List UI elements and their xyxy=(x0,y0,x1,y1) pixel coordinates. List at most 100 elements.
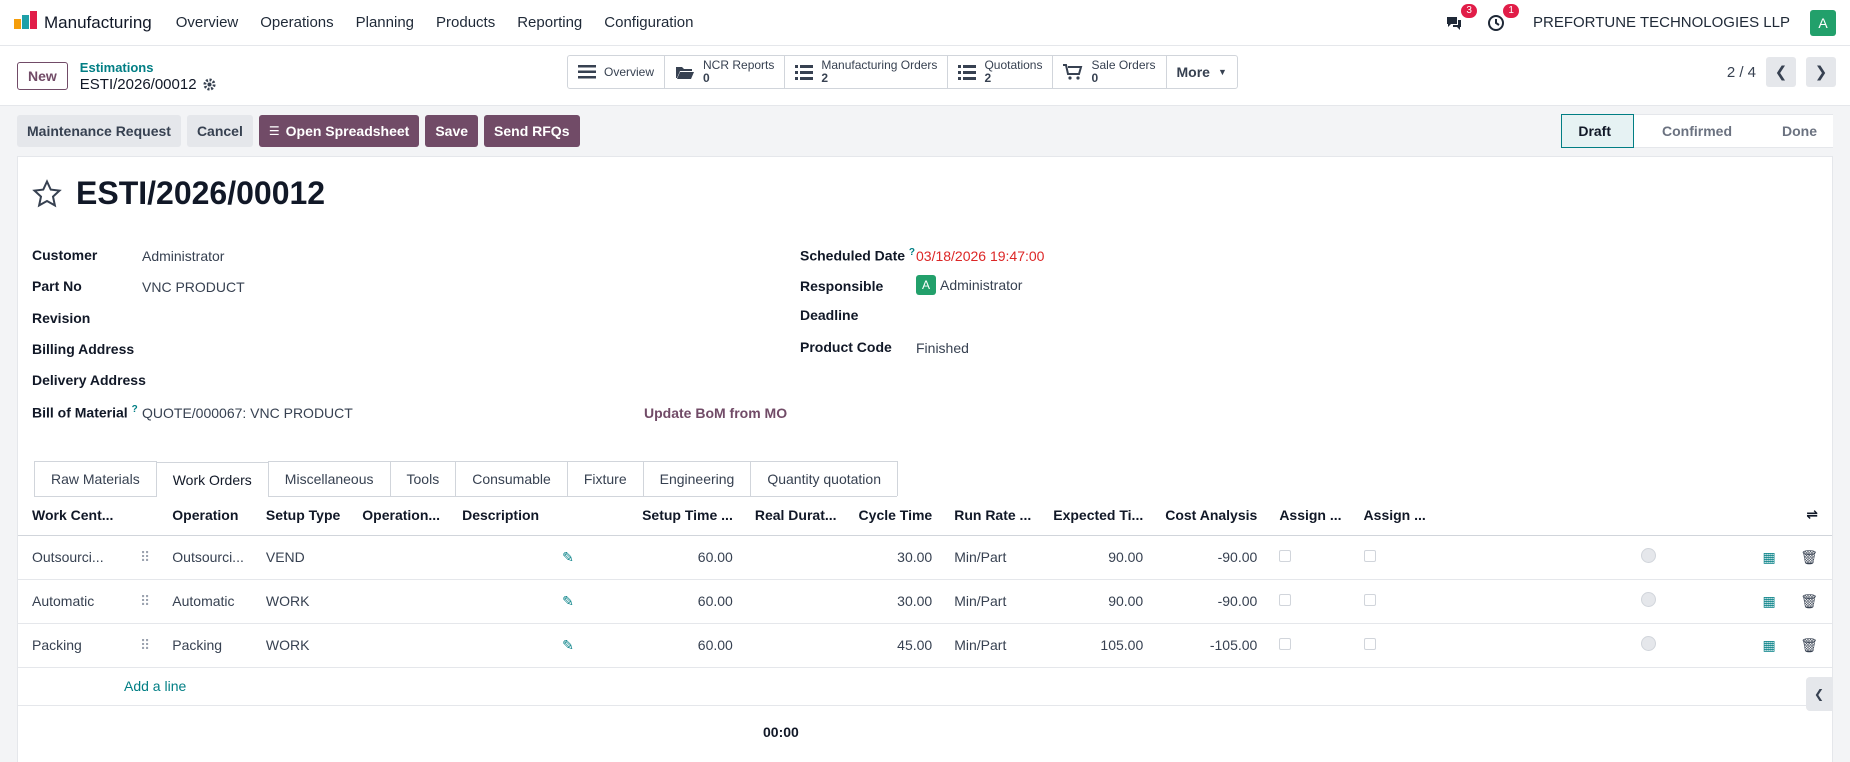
update-bom-button[interactable]: Update BoM from MO xyxy=(644,405,788,421)
cell-cycle-time[interactable]: 30.00 xyxy=(844,579,941,624)
customer-field[interactable]: Administrator xyxy=(142,248,225,264)
nav-products[interactable]: Products xyxy=(436,14,496,31)
status-radio[interactable] xyxy=(1433,535,1664,580)
app-brand[interactable]: Manufacturing xyxy=(14,11,152,34)
manufacturing-orders-smart-button[interactable]: Manufacturing Orders 2 xyxy=(785,56,949,88)
star-icon[interactable] xyxy=(32,178,62,209)
cell-run-rate[interactable]: Min/Part xyxy=(940,579,1040,624)
calculator-icon[interactable]: ▦ xyxy=(1663,623,1784,668)
assign-checkbox[interactable] xyxy=(1349,579,1434,624)
col-operation-2[interactable]: Operation... xyxy=(348,495,449,536)
col-cycle-time[interactable]: Cycle Time xyxy=(844,495,941,536)
status-radio[interactable] xyxy=(1433,579,1664,624)
calculator-icon[interactable]: ▦ xyxy=(1663,579,1784,624)
cell-operation[interactable]: Automatic xyxy=(158,579,252,624)
billing-address-field[interactable] xyxy=(142,338,442,360)
tab-quantity-quotation[interactable]: Quantity quotation xyxy=(750,461,898,496)
tab-work-orders[interactable]: Work Orders xyxy=(155,462,269,497)
cell-real-duration[interactable] xyxy=(740,535,845,580)
cell-cost-analysis[interactable]: -105.00 xyxy=(1151,623,1266,668)
cell-setup-time[interactable]: 60.00 xyxy=(628,535,741,580)
cell-expected-time[interactable]: 90.00 xyxy=(1039,579,1152,624)
table-row[interactable]: Packing ⠿ Packing WORK ✎ 60.00 45.00 Min… xyxy=(18,623,1832,668)
product-code-field[interactable]: Finished xyxy=(916,340,969,356)
trash-icon[interactable]: 🗑 xyxy=(1783,579,1832,624)
help-tooltip-icon[interactable]: ? xyxy=(908,247,916,258)
cell-description[interactable] xyxy=(448,623,549,668)
cell-operation[interactable]: Outsourci... xyxy=(158,535,252,580)
col-operation[interactable]: Operation xyxy=(158,495,252,536)
drag-handle-icon[interactable]: ⠿ xyxy=(126,535,159,580)
nav-reporting[interactable]: Reporting xyxy=(517,14,583,31)
maintenance-request-button[interactable]: Maintenance Request xyxy=(17,115,181,147)
responsible-field[interactable]: A Administrator xyxy=(916,275,1022,295)
col-work-center[interactable]: Work Cent... xyxy=(18,495,126,536)
assign-checkbox[interactable] xyxy=(1349,535,1434,580)
deadline-field[interactable] xyxy=(916,305,1216,327)
drag-handle-icon[interactable]: ⠿ xyxy=(126,579,159,624)
company-switcher[interactable]: PREFORTUNE TECHNOLOGIES LLP xyxy=(1532,14,1790,31)
assign-checkbox[interactable] xyxy=(1265,535,1350,580)
pager-value[interactable]: 2 / 4 xyxy=(1726,63,1756,81)
cell-expected-time[interactable]: 90.00 xyxy=(1039,535,1152,580)
assign-checkbox[interactable] xyxy=(1265,623,1350,668)
cell-setup-time[interactable]: 60.00 xyxy=(628,623,741,668)
nav-operations[interactable]: Operations xyxy=(260,14,334,31)
cell-description[interactable] xyxy=(448,579,549,624)
cell-real-duration[interactable] xyxy=(740,579,845,624)
status-radio[interactable] xyxy=(1433,623,1664,668)
overview-smart-button[interactable]: Overview xyxy=(568,56,666,88)
tab-raw-materials[interactable]: Raw Materials xyxy=(34,461,157,496)
sale-orders-smart-button[interactable]: Sale Orders 0 xyxy=(1053,56,1167,88)
cell-setup-time[interactable]: 60.00 xyxy=(628,579,741,624)
trash-icon[interactable]: 🗑 xyxy=(1783,535,1832,580)
cell-real-duration[interactable] xyxy=(740,623,845,668)
delivery-address-field[interactable] xyxy=(142,369,442,391)
edit-icon[interactable]: ✎ xyxy=(548,535,629,580)
trash-icon[interactable]: 🗑 xyxy=(1783,623,1832,668)
column-settings-icon[interactable]: ⇌ xyxy=(1783,495,1832,536)
table-row[interactable]: Automatic ⠿ Automatic WORK ✎ 60.00 30.00… xyxy=(18,579,1832,624)
cell-cost-analysis[interactable]: -90.00 xyxy=(1151,535,1266,580)
tab-tools[interactable]: Tools xyxy=(389,461,457,496)
col-expected-time[interactable]: Expected Ti... xyxy=(1039,495,1152,536)
quotations-smart-button[interactable]: Quotations 2 xyxy=(948,56,1054,88)
activities-button[interactable]: 1 xyxy=(1485,3,1519,34)
assign-checkbox[interactable] xyxy=(1265,579,1350,624)
tab-fixture[interactable]: Fixture xyxy=(566,461,644,496)
cell-cycle-time[interactable]: 45.00 xyxy=(844,623,941,668)
cell-setup-type[interactable]: WORK xyxy=(251,623,349,668)
pager-previous-button[interactable]: ❮ xyxy=(1766,57,1796,87)
stage-done[interactable]: Done xyxy=(1754,114,1833,148)
cell-run-rate[interactable]: Min/Part xyxy=(940,623,1040,668)
cell-operation[interactable]: Packing xyxy=(158,623,252,668)
add-line-link[interactable]: Add a line xyxy=(124,678,187,694)
more-dropdown[interactable]: More ▼ xyxy=(1167,56,1237,88)
stage-draft[interactable]: Draft xyxy=(1561,114,1634,148)
cell-expected-time[interactable]: 105.00 xyxy=(1039,623,1152,668)
col-assign-1[interactable]: Assign ... xyxy=(1265,495,1350,536)
cell-setup-type[interactable]: VEND xyxy=(251,535,349,580)
stage-confirmed[interactable]: Confirmed xyxy=(1634,114,1754,148)
nav-overview[interactable]: Overview xyxy=(175,14,239,31)
cell-run-rate[interactable]: Min/Part xyxy=(940,535,1040,580)
user-avatar[interactable]: A xyxy=(1810,9,1836,36)
col-setup-time[interactable]: Setup Time ... xyxy=(628,495,741,536)
tab-engineering[interactable]: Engineering xyxy=(642,461,752,496)
nav-planning[interactable]: Planning xyxy=(355,14,415,31)
cell-operation-2[interactable] xyxy=(348,579,449,624)
save-button[interactable]: Save xyxy=(425,115,479,147)
pager-next-button[interactable]: ❯ xyxy=(1806,57,1836,87)
edit-icon[interactable]: ✎ xyxy=(548,623,629,668)
revision-field[interactable] xyxy=(142,307,442,329)
cell-cost-analysis[interactable]: -90.00 xyxy=(1151,579,1266,624)
cell-work-center[interactable]: Outsourci... xyxy=(18,535,126,580)
scheduled-date-field[interactable]: 03/18/2026 19:47:00 xyxy=(916,248,1045,264)
col-real-duration[interactable]: Real Durat... xyxy=(740,495,845,536)
chatter-toggle-button[interactable]: ❮ xyxy=(1806,677,1832,711)
breadcrumb-parent[interactable]: Estimations xyxy=(79,59,154,75)
col-setup-type[interactable]: Setup Type xyxy=(251,495,349,536)
gear-icon[interactable] xyxy=(203,77,216,91)
cell-work-center[interactable]: Packing xyxy=(18,623,126,668)
ncr-reports-smart-button[interactable]: NCR Reports 0 xyxy=(665,56,786,88)
